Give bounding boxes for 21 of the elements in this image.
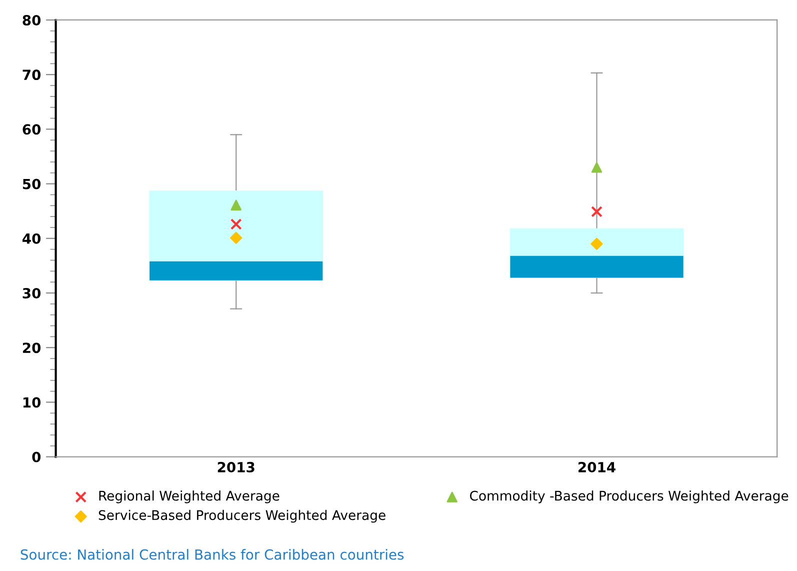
y-tick-label: 50 [22,178,41,190]
legend-label: Service-Based Producers Weighted Average [98,510,386,523]
y-tick-label: 80 [22,14,41,26]
x-tick-label: 2014 [578,462,616,472]
y-tick-label: 10 [23,397,41,408]
y-tick-label: 0 [32,452,41,462]
y-tick-label: 20 [22,342,41,354]
y-tick-label: 30 [22,288,41,298]
y-tick-label: 60 [22,124,41,135]
point [230,218,242,230]
y-tick-label: 40 [22,233,41,244]
point [591,206,602,218]
legend-label: Commodity -Based Producers Weighted Average [470,490,788,504]
point [591,162,602,173]
x-tick-label: 2013 [218,462,254,472]
point [230,200,242,210]
point [590,238,603,250]
legend-label: Regional Weighted Average [99,490,280,504]
y-tick-label: 70 [22,70,41,80]
point [230,232,242,244]
source-note: Source: National Central Banks for Caribbean countries [20,549,404,560]
